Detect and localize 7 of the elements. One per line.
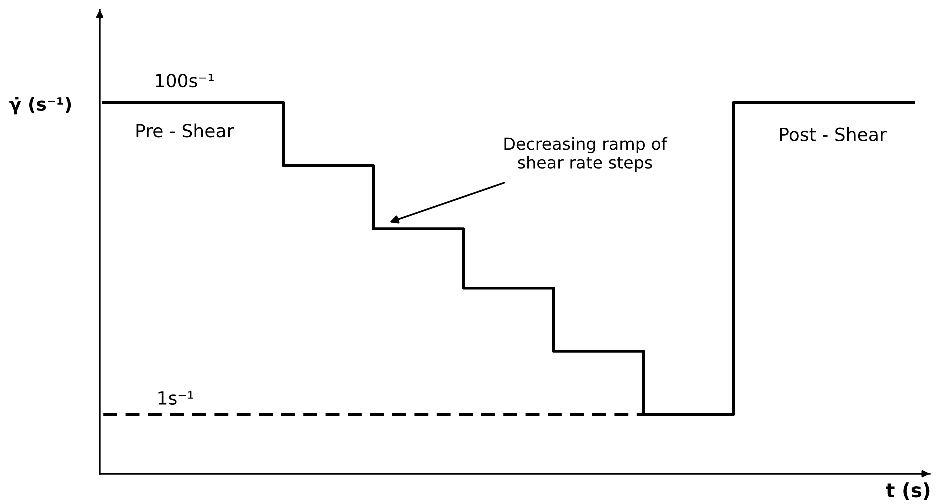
x-axis-title: t (s) <box>886 482 930 500</box>
annotation: Post - Shear <box>780 127 887 142</box>
y-axis-title: γ̇ (s⁻¹) <box>10 97 72 115</box>
annotation: 1s⁻¹ <box>158 391 194 405</box>
text: 100s⁻¹ <box>156 74 214 88</box>
annotation: Pre - Shear <box>136 124 234 138</box>
annotation: Decreasing ramp of shear rate steps <box>504 137 668 172</box>
